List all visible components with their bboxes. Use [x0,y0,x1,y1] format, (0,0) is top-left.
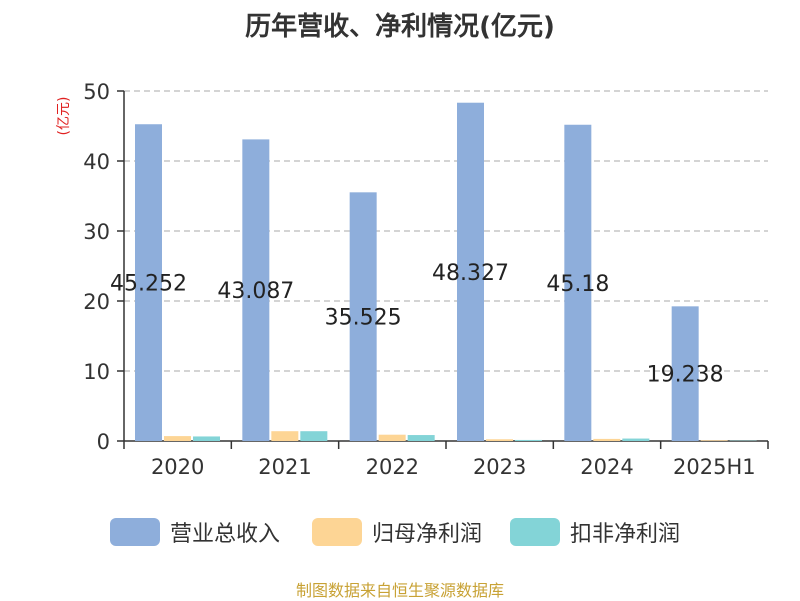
y-tick-label: 20 [83,290,110,314]
x-tick-label: 2025H1 [673,455,756,479]
legend-label-net-profit: 归母净利润 [372,516,482,548]
data-label: 45.252 [110,272,187,297]
data-label: 43.087 [217,279,294,304]
data-label: 35.525 [325,306,402,331]
legend-label-deducted-net-profit: 扣非净利润 [570,516,680,548]
x-tick-label: 2020 [151,455,204,479]
x-tick-label: 2021 [258,455,311,479]
legend-item-deducted-net-profit[interactable]: 扣非净利润 [510,516,680,548]
legend-swatch-deducted-net-profit [510,518,560,546]
legend-label-revenue: 营业总收入 [170,516,280,548]
bar [701,440,728,441]
bar [622,439,649,441]
data-label: 45.18 [546,272,609,297]
bar [379,435,406,441]
x-tick-label: 2024 [580,455,633,479]
legend: 营业总收入 归母净利润 扣非净利润 [0,516,800,556]
bar [486,439,513,441]
y-axis-label: (亿元) [56,97,72,136]
bar [593,439,620,441]
x-tick-label: 2022 [366,455,419,479]
bar [300,431,327,441]
data-label: 19.238 [647,363,724,388]
legend-swatch-revenue [110,518,160,546]
data-label: 48.327 [432,261,509,286]
y-tick-label: 40 [83,150,110,174]
legend-swatch-net-profit [312,518,362,546]
bar [193,436,220,441]
x-tick-label: 2023 [473,455,526,479]
y-tick-label: 10 [83,360,110,384]
bar [515,440,542,441]
y-tick-label: 30 [83,220,110,244]
legend-item-revenue[interactable]: 营业总收入 [110,516,280,548]
y-tick-label: 50 [83,80,110,104]
bar [408,435,435,441]
source-note: 制图数据来自恒生聚源数据库 [0,577,800,601]
bar [271,431,298,441]
legend-item-net-profit[interactable]: 归母净利润 [312,516,482,548]
bar [164,436,191,441]
y-tick-label: 0 [97,430,110,454]
